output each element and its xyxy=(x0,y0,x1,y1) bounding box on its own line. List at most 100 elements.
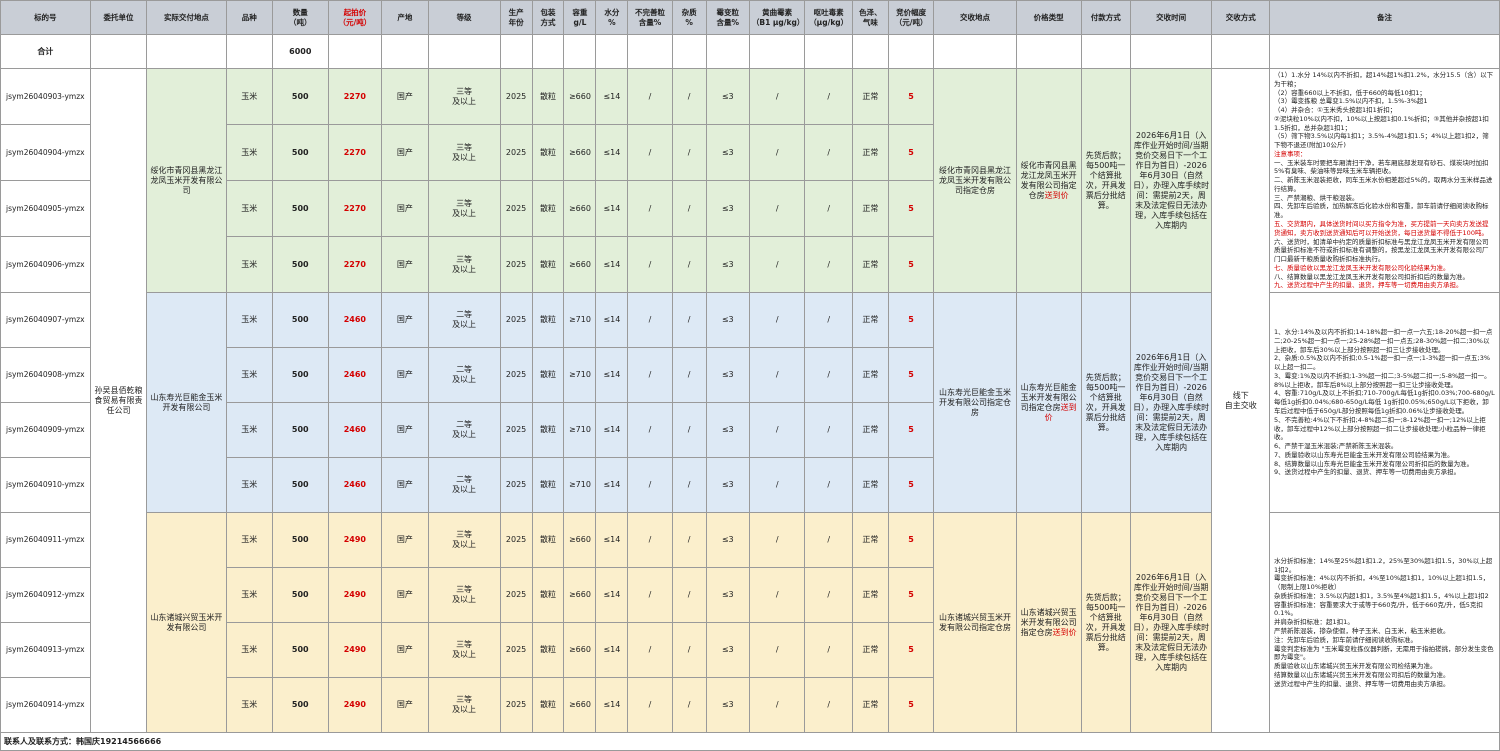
color-odor: 正常 xyxy=(851,457,889,514)
aflatoxin: / xyxy=(748,622,806,679)
bulk-density: ≥710 xyxy=(563,402,597,459)
remarks: （1）1.水分 14%以内不折扣，超14%超1%扣1.2%，水分15.5（含）以… xyxy=(1269,67,1500,294)
aflatoxin: / xyxy=(748,347,806,404)
vomitoxin: / xyxy=(804,180,853,238)
origin: 国产 xyxy=(381,457,429,514)
quantity: 500 xyxy=(271,567,329,624)
remark-line: 一、玉米装车时要把车厢清扫干净，若车厢底部发现有砂石、煤炭块时加扣5%有臭味、柴… xyxy=(1274,158,1489,176)
packaging: 散粒 xyxy=(531,622,565,679)
column-header: 霉变粒 含量% xyxy=(705,0,750,35)
origin: 国产 xyxy=(381,622,429,679)
contact-footer: 联系人及联系方式：韩国庆19214566666 xyxy=(0,732,1500,751)
aflatoxin: / xyxy=(748,512,806,569)
bulk-density: ≥660 xyxy=(563,124,597,182)
remarks: 1、水分:14%及以内不折扣;14-18%超一扣一点一六五;18-20%超一扣一… xyxy=(1269,292,1500,514)
variety: 玉米 xyxy=(225,292,273,349)
bid-increment: 5 xyxy=(887,292,935,349)
delivery-time: 2026年6月1日（入库作业开始时间/当期竞价交易日下一个工作日为首日）-202… xyxy=(1129,67,1213,294)
origin: 国产 xyxy=(381,67,429,126)
remark-line: 7、质量验收以山东寿光巨能金玉米开发有限公司验结果为准。 xyxy=(1274,450,1454,459)
color-odor: 正常 xyxy=(851,347,889,404)
total-row: 合计 6000 xyxy=(0,34,1500,69)
packaging: 散粒 xyxy=(531,236,565,294)
remark-line: 8、结算数量以山东寿光巨能金玉米开发有限公司折扣后的数量为准。 xyxy=(1274,459,1474,468)
remark-line: （5）筛下物3.5%以内每1扣1；3.5%-4%超1扣1.5；4%以上超1扣2，… xyxy=(1274,132,1489,150)
packaging: 散粒 xyxy=(531,402,565,459)
production-year: 2025 xyxy=(499,67,533,126)
start-price: 2490 xyxy=(327,677,383,734)
remark-line: 霉变折扣标准：4%以内不折扣，4%至10%超1扣1，10%以上超1扣1.5，（限… xyxy=(1274,574,1490,592)
imperfect-grains: / xyxy=(627,567,673,624)
color-odor: 正常 xyxy=(851,677,889,734)
aflatoxin: / xyxy=(748,124,806,182)
payment-method: 先货后款；每500吨一个结算批次，开具发票后分批结算。 xyxy=(1080,67,1131,294)
delivery-time: 2026年6月1日（入库作业开始时间/当期竞价交易日下一个工作日为首日）-202… xyxy=(1129,292,1213,514)
moisture: ≤14 xyxy=(595,236,629,294)
vomitoxin: / xyxy=(804,677,853,734)
packaging: 散粒 xyxy=(531,67,565,126)
grade: 三等 及以上 xyxy=(427,512,501,569)
moisture: ≤14 xyxy=(595,67,629,126)
impurity: / xyxy=(671,292,707,349)
grade: 三等 及以上 xyxy=(427,67,501,126)
quantity: 500 xyxy=(271,67,329,126)
origin: 国产 xyxy=(381,402,429,459)
lot-number: jsym26040906-ymzx xyxy=(0,236,91,294)
settlement-place: 绥化市青冈县黑龙江龙凤玉米开发有限公司指定仓房 xyxy=(933,67,1017,294)
table-row: jsym26040914-ymzx 玉米 500 2490 国产 三等 及以上 2025 散粒… xyxy=(0,677,1500,734)
color-odor: 正常 xyxy=(851,124,889,182)
production-year: 2025 xyxy=(499,567,533,624)
variety: 玉米 xyxy=(225,512,273,569)
imperfect-grains: / xyxy=(627,124,673,182)
remark-line: 严禁新陈混装，掺杂使假，种子玉米、白玉米，粘玉米拒收。 xyxy=(1274,627,1450,636)
column-header: 生产 年份 xyxy=(499,0,533,35)
quantity: 500 xyxy=(271,622,329,679)
table-row: jsym26040909-ymzx 玉米 500 2460 国产 二等 及以上 2025 散粒… xyxy=(0,402,1500,459)
imperfect-grains: / xyxy=(627,347,673,404)
header-row: 标的号 委托单位 实际交付地点 品种 数量 （吨） 起拍价 （元/吨） 产地 等级 生产 年份包… xyxy=(0,0,1500,35)
impurity: / xyxy=(671,180,707,238)
variety: 玉米 xyxy=(225,457,273,514)
lot-number: jsym26040905-ymzx xyxy=(0,180,91,238)
bid-increment: 5 xyxy=(887,512,935,569)
column-header: 实际交付地点 xyxy=(146,0,227,35)
vomitoxin: / xyxy=(804,457,853,514)
remark-line: 杂质折扣标准：3.5%以内超1扣1，3.5%至4%超1扣1.5，4%以上超1扣2 xyxy=(1274,591,1489,600)
bid-increment: 5 xyxy=(887,67,935,126)
impurity: / xyxy=(671,622,707,679)
table-row: jsym26040911-ymzx 山东诸城兴贸玉米开发有限公司 玉米 500 2490… xyxy=(0,512,1500,734)
remarks: 水分折扣标准：14%至25%超1扣1.2，25%至30%超1扣1.5，30%以上… xyxy=(1269,512,1500,734)
remark-line: （1）1.水分 14%以内不折扣，超14%超1%扣1.2%，水分15.5（含）以… xyxy=(1274,71,1494,88)
grade: 三等 及以上 xyxy=(427,236,501,294)
moisture: ≤14 xyxy=(595,622,629,679)
column-header: 产地 xyxy=(381,0,429,35)
remark-line: 2、杂质:0.5%及以内不折扣;0.5-1%超一扣一点一;1-3%超一扣一点五;… xyxy=(1274,354,1491,372)
packaging: 散粒 xyxy=(531,457,565,514)
origin: 国产 xyxy=(381,236,429,294)
mold-grains: ≤3 xyxy=(705,402,750,459)
remark-line: 九、送货过程中产生的扣量、退货，押车等一切费用由卖方承担。 xyxy=(1274,281,1463,290)
table-row: jsym26040912-ymzx 玉米 500 2490 国产 三等 及以上 2025 散粒… xyxy=(0,567,1500,624)
bulk-density: ≥660 xyxy=(563,567,597,624)
quantity: 500 xyxy=(271,180,329,238)
production-year: 2025 xyxy=(499,180,533,238)
remark-line: 1、水分:14%及以内不折扣;14-18%超一扣一点一六五;18-20%超一扣一… xyxy=(1274,328,1493,354)
aflatoxin: / xyxy=(748,292,806,349)
grade: 三等 及以上 xyxy=(427,567,501,624)
lot-number: jsym26040904-ymzx xyxy=(0,124,91,182)
moisture: ≤14 xyxy=(595,124,629,182)
mold-grains: ≤3 xyxy=(705,292,750,349)
mold-grains: ≤3 xyxy=(705,677,750,734)
price-type-place: 山东诸城兴贸玉米开发有限公司指定仓房 xyxy=(1020,607,1077,637)
mold-grains: ≤3 xyxy=(705,67,750,126)
column-header: 呕吐毒素 （μg/kg） xyxy=(804,0,853,35)
vomitoxin: / xyxy=(804,402,853,459)
price-type: 山东诸城兴贸玉米开发有限公司指定仓房送到价 xyxy=(1015,512,1082,734)
bid-increment: 5 xyxy=(887,124,935,182)
column-header: 付款方式 xyxy=(1080,0,1131,35)
remark-line: 注意事项： xyxy=(1274,149,1307,158)
table-row: jsym26040904-ymzx 玉米 500 2270 国产 三等 及以上 2025 散粒… xyxy=(0,124,1500,182)
variety: 玉米 xyxy=(225,622,273,679)
bulk-density: ≥710 xyxy=(563,457,597,514)
column-header: 等级 xyxy=(427,0,501,35)
